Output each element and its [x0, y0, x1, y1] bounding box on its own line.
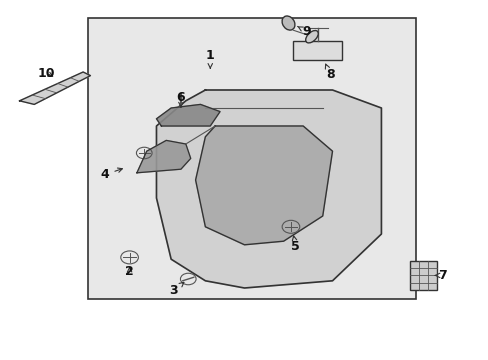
Text: 9: 9	[297, 25, 311, 38]
Polygon shape	[156, 104, 220, 126]
Bar	[409, 261, 436, 290]
Bar	[88, 18, 415, 299]
Polygon shape	[195, 126, 332, 245]
Polygon shape	[20, 72, 90, 104]
Polygon shape	[156, 90, 381, 288]
Text: 10: 10	[38, 67, 55, 80]
Text: 4: 4	[101, 168, 122, 181]
Text: 7: 7	[434, 269, 446, 282]
Bar	[293, 41, 342, 60]
Ellipse shape	[282, 16, 294, 30]
Text: 1: 1	[205, 49, 214, 68]
Text: 5: 5	[291, 236, 300, 253]
Ellipse shape	[305, 31, 318, 43]
Text: 8: 8	[325, 64, 334, 81]
Polygon shape	[137, 140, 190, 173]
Text: 3: 3	[169, 282, 183, 297]
Text: 6: 6	[176, 91, 185, 107]
Text: 2: 2	[125, 265, 134, 278]
